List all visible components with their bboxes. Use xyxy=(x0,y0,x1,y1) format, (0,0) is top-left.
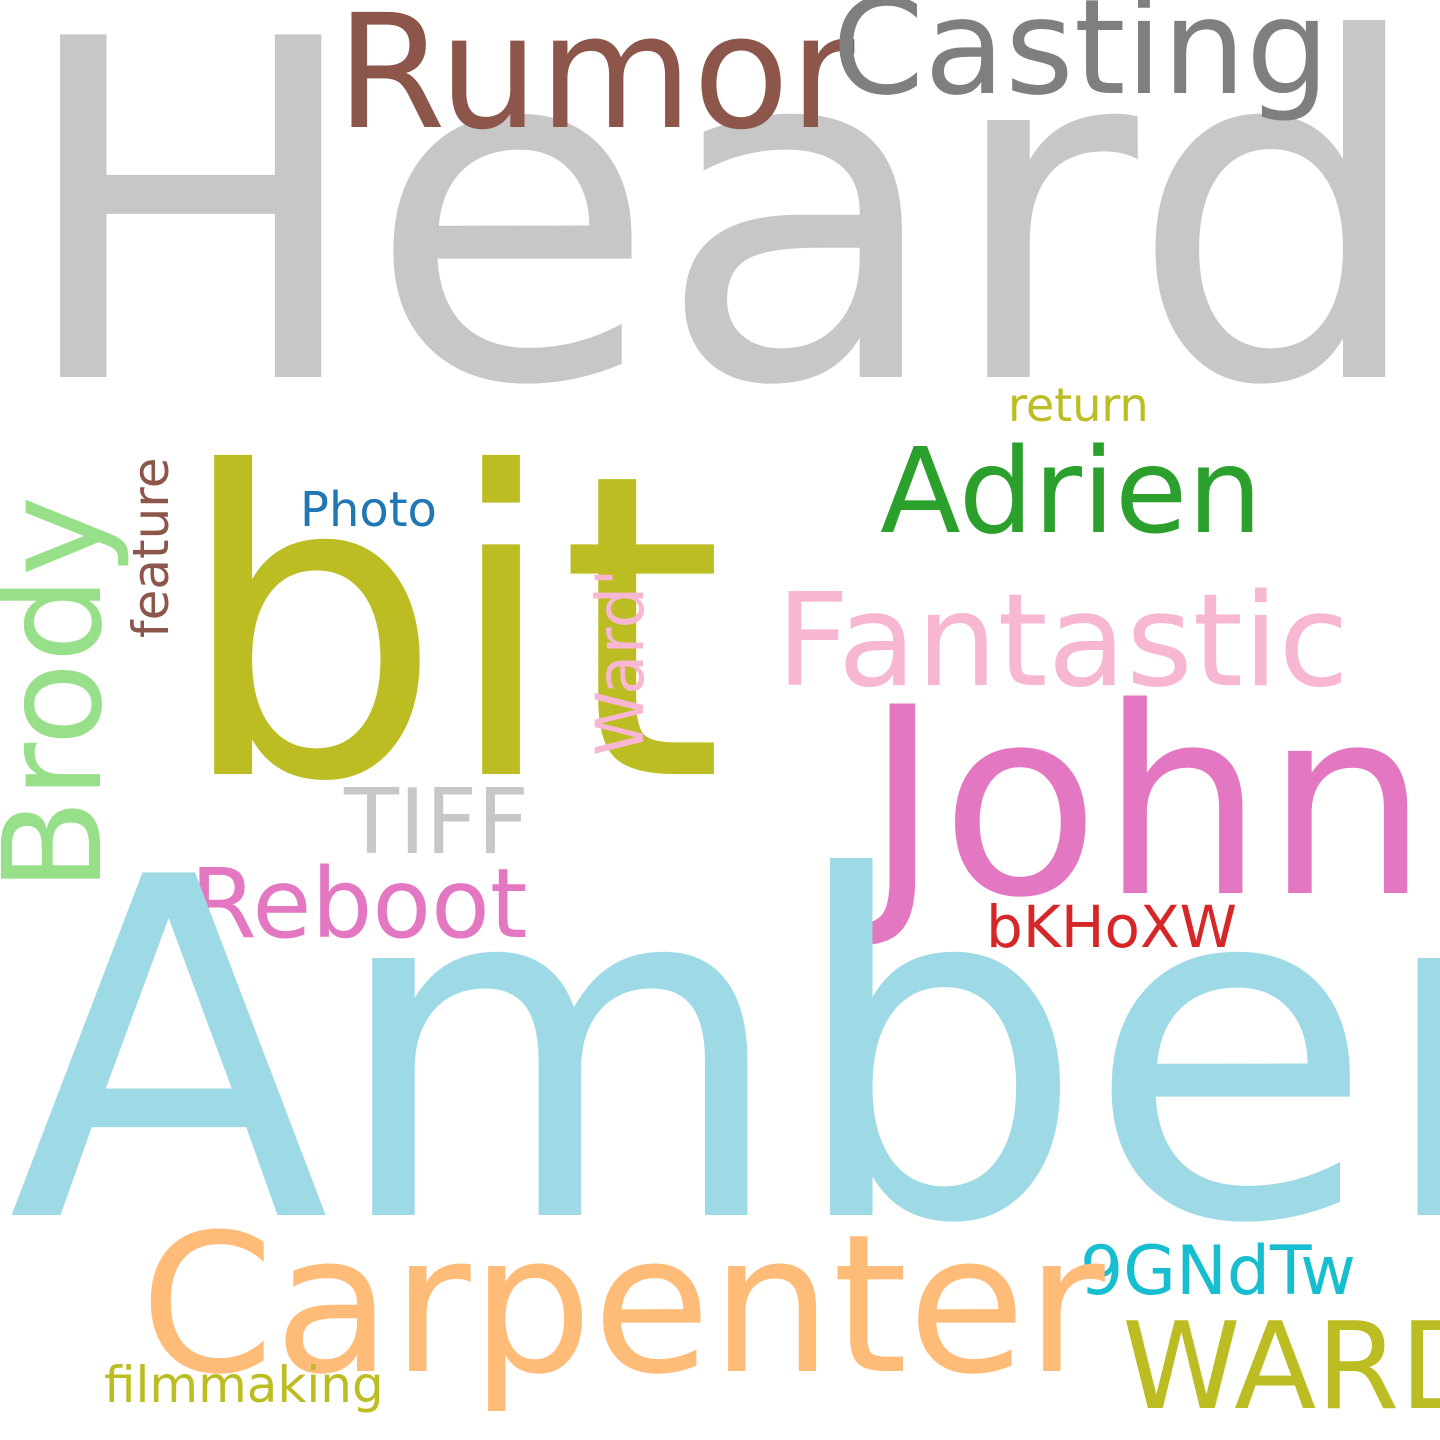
word-john: John xyxy=(864,653,1430,955)
word-reboot: Reboot xyxy=(190,848,528,960)
word-ward-caps: WARD xyxy=(1122,1298,1440,1437)
word-gndtw: 9GNdTw xyxy=(1080,1232,1356,1311)
word-photo: Photo xyxy=(300,482,437,538)
word-bit: bit xyxy=(176,385,724,874)
word-carpenter: Carpenter xyxy=(140,1194,1105,1417)
word-amber: Amber xyxy=(8,779,1440,1326)
word-casting: Casting xyxy=(832,0,1330,125)
word-tiff: TIFF xyxy=(344,770,530,875)
word-rumor: Rumor xyxy=(336,0,855,165)
word-adrien: Adrien xyxy=(880,422,1263,560)
word-bkhoxw: bKHoXW xyxy=(986,893,1238,961)
word-heard: Heard xyxy=(14,0,1428,488)
word-filmmaking: filmmaking xyxy=(104,1356,384,1414)
word-feature: feature xyxy=(122,457,180,638)
word-fantastic: Fantastic xyxy=(776,567,1349,716)
word-ward-quote: Ward' xyxy=(582,568,659,757)
word-return: return xyxy=(1008,378,1149,432)
word-brody: Brody xyxy=(0,495,133,892)
